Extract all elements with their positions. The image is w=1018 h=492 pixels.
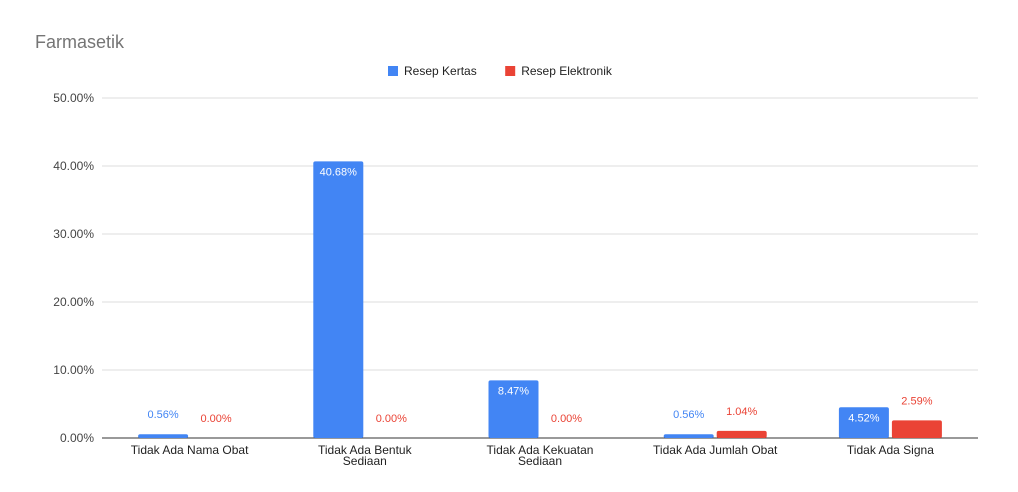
data-label: 0.56% [147,409,178,421]
data-label: 8.47% [498,385,529,397]
data-label: 0.00% [200,413,231,425]
legend-swatch [505,66,516,76]
legend-swatch [388,66,398,76]
bars [138,161,942,438]
bar [838,407,889,438]
legend: Resep Kertas Resep Elektronik [388,64,613,78]
y-tick-label: 0.00% [60,431,94,445]
x-tick-label: Tidak Ada Jumlah Obat [653,443,778,457]
bar [138,434,189,438]
y-tick-label: 10.00% [53,363,94,377]
data-label: 2.59% [901,395,932,407]
data-label: 0.00% [376,413,407,425]
x-tick-label: Tidak Ada Bentuk Sediaan [318,443,413,468]
gridlines [102,97,978,439]
y-tick-label: 40.00% [53,159,94,173]
legend-label: Resep Elektronik [521,64,613,78]
data-labels: 0.56% 0.00% 40.68% 0.00% 8.47% 0.00% 0.56% 1.04… [147,166,932,425]
chart-title: Farmasetik [35,32,125,52]
x-tick-label: Tidak Ada Signa [847,443,934,457]
bar [716,430,767,438]
y-tick-label: 20.00% [53,295,94,309]
x-axis: Tidak Ada Nama Obat Tidak Ada Bentuk Sedia… [131,443,934,468]
bar [663,434,714,438]
bar [313,161,364,438]
bar [488,380,539,438]
y-axis: 0.00% 10.00% 20.00% 30.00% 40.00% 50.00% [53,91,94,445]
legend-label: Resep Kertas [404,64,477,78]
x-tick-label: Tidak Ada Kekuatan Sediaan [487,443,594,468]
data-label: 0.56% [673,409,704,421]
x-tick-label: Tidak Ada Nama Obat [131,443,249,457]
bar [891,420,942,438]
y-tick-label: 50.00% [53,91,94,105]
data-label: 0.00% [551,413,582,425]
data-label: 4.52% [848,412,879,424]
y-tick-label: 30.00% [53,227,94,241]
data-label: 1.04% [726,406,757,418]
data-label: 40.68% [320,166,358,178]
